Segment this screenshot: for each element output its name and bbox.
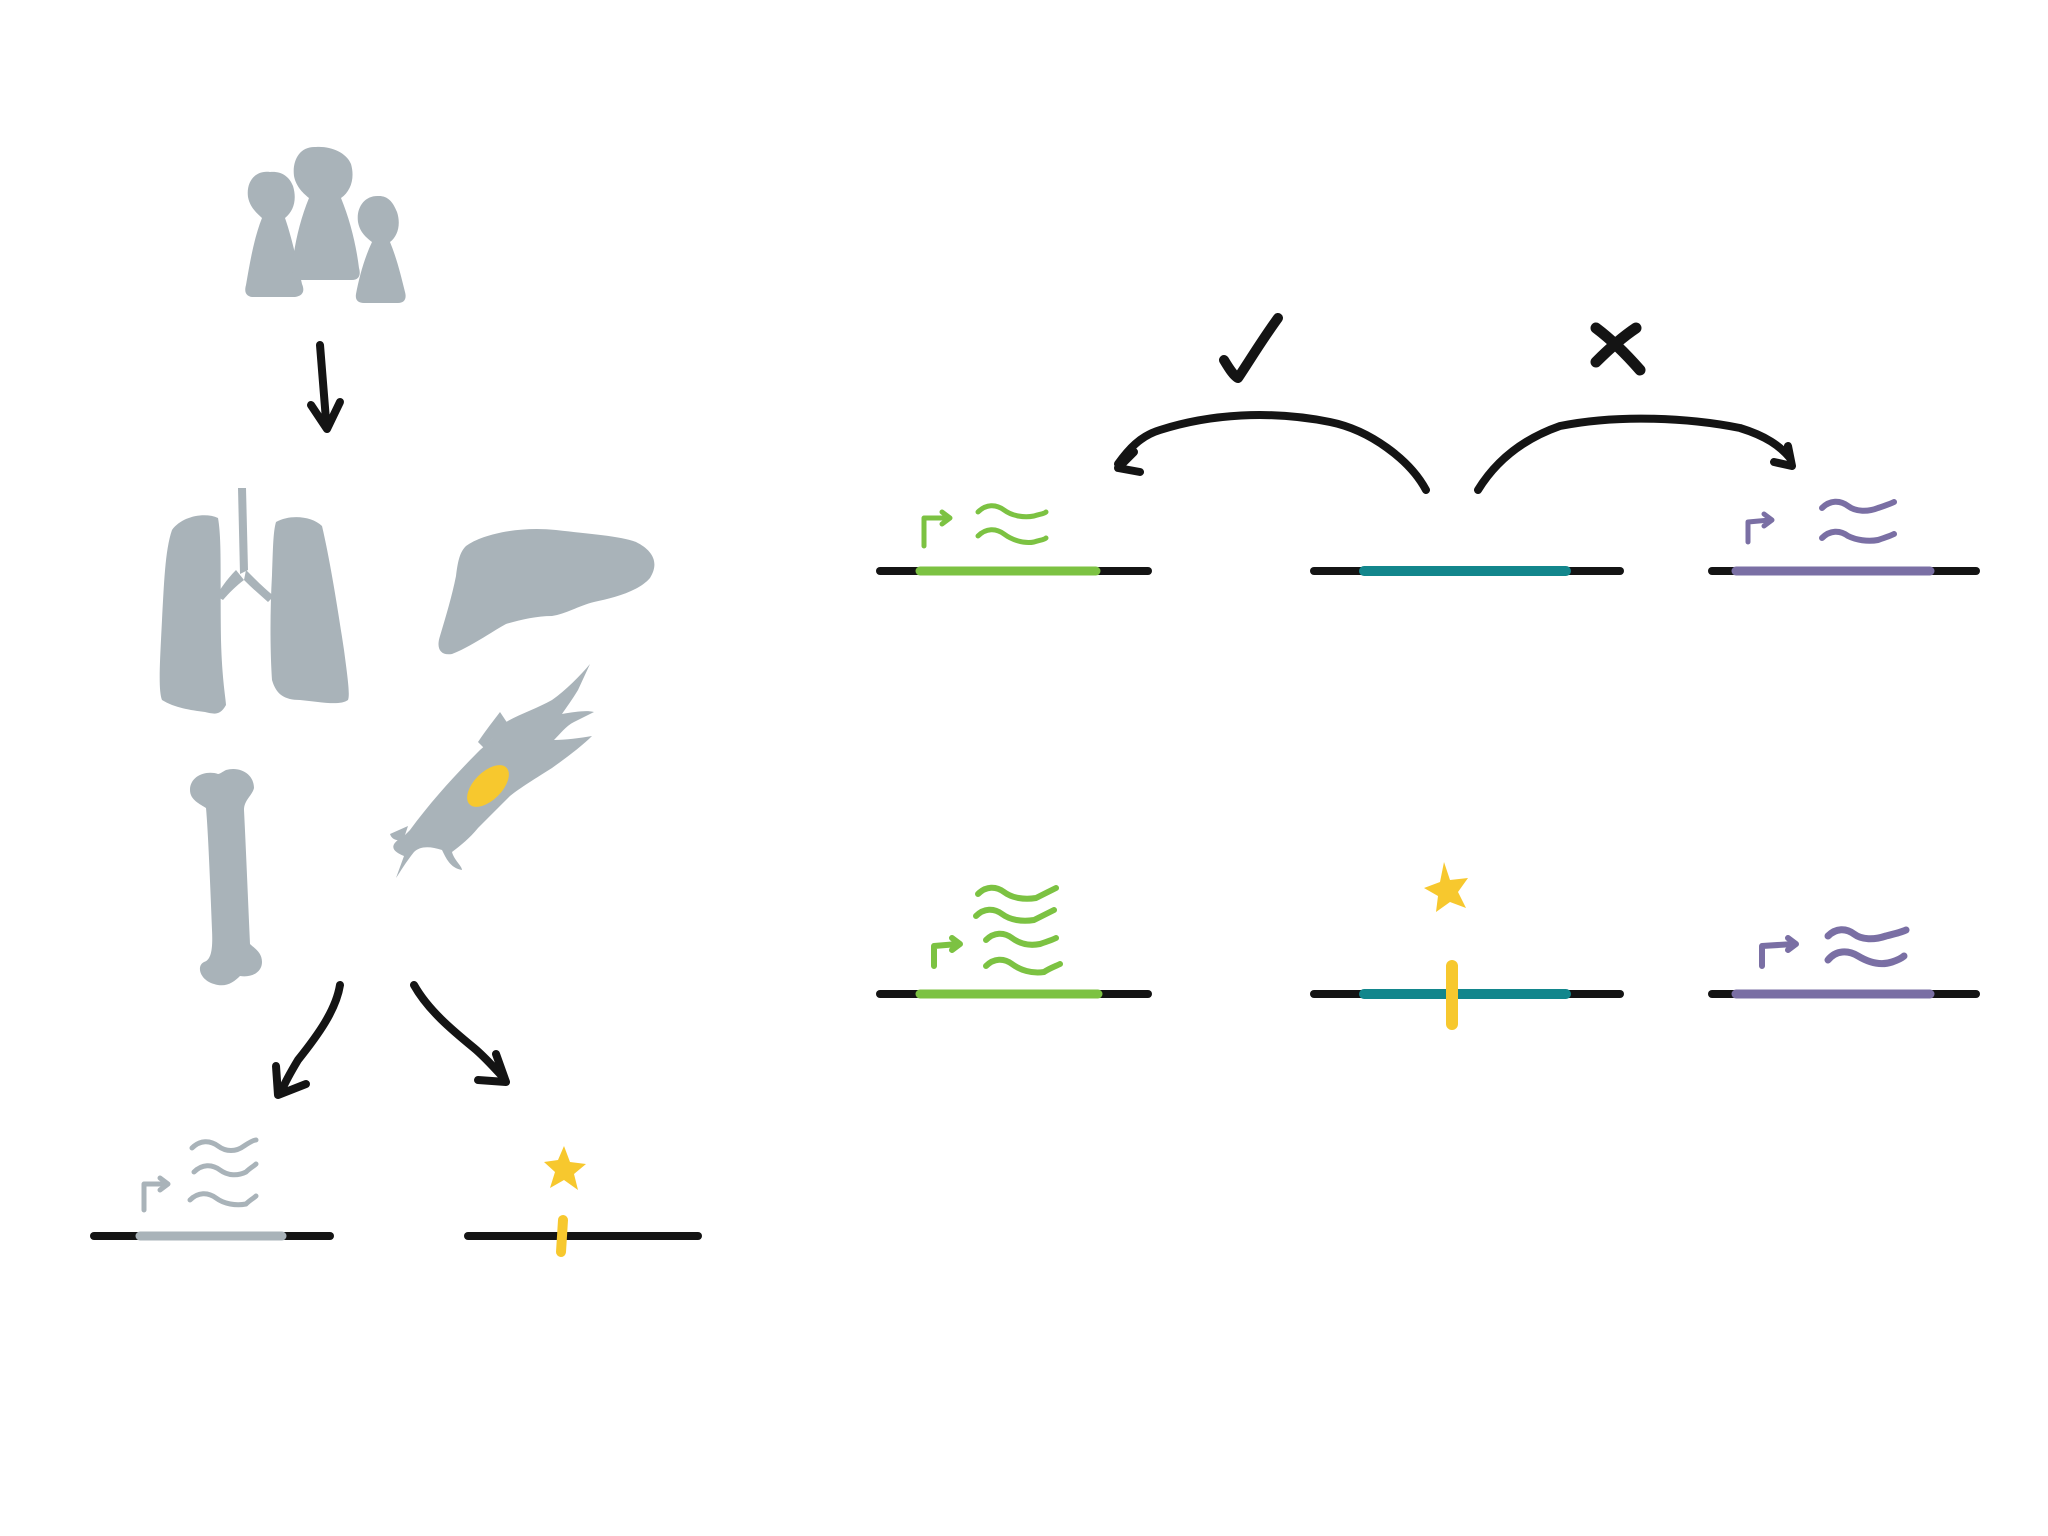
variant-star-icon bbox=[544, 1146, 586, 1190]
arrow-down-1 bbox=[307, 341, 344, 433]
transcript-waves-icon bbox=[187, 1137, 259, 1208]
variant-track bbox=[464, 1215, 702, 1257]
liver-icon bbox=[438, 528, 655, 655]
cell-nucleus bbox=[467, 765, 509, 807]
promoter-arrow-icon bbox=[921, 509, 953, 549]
arrow-down-right bbox=[410, 981, 510, 1086]
arrow-curve-right bbox=[1474, 414, 1796, 494]
cross-mark-icon: ✗ bbox=[1590, 322, 1646, 376]
arrow-curve-left bbox=[1114, 411, 1430, 494]
transcript-waves-icon bbox=[973, 884, 1063, 976]
lungs-icon bbox=[159, 488, 349, 714]
transcript-waves-icon bbox=[1824, 926, 1910, 968]
transcript-waves-icon bbox=[975, 503, 1049, 545]
promoter-arrow-icon bbox=[1745, 511, 1775, 545]
transcript-waves-icon bbox=[1819, 498, 1897, 544]
bone-icon bbox=[190, 768, 262, 986]
promoter-arrow-icon bbox=[1759, 935, 1799, 969]
variant-star-icon bbox=[1424, 862, 1468, 912]
arrow-down-left bbox=[272, 981, 344, 1099]
teal-element-track-variant bbox=[1310, 960, 1624, 1030]
promoter-arrow-icon bbox=[141, 1175, 171, 1213]
cell-icon bbox=[390, 664, 594, 878]
check-mark-icon: ✓ bbox=[1219, 313, 1283, 383]
promoter-arrow-icon bbox=[931, 935, 963, 969]
people-icon bbox=[245, 146, 406, 303]
